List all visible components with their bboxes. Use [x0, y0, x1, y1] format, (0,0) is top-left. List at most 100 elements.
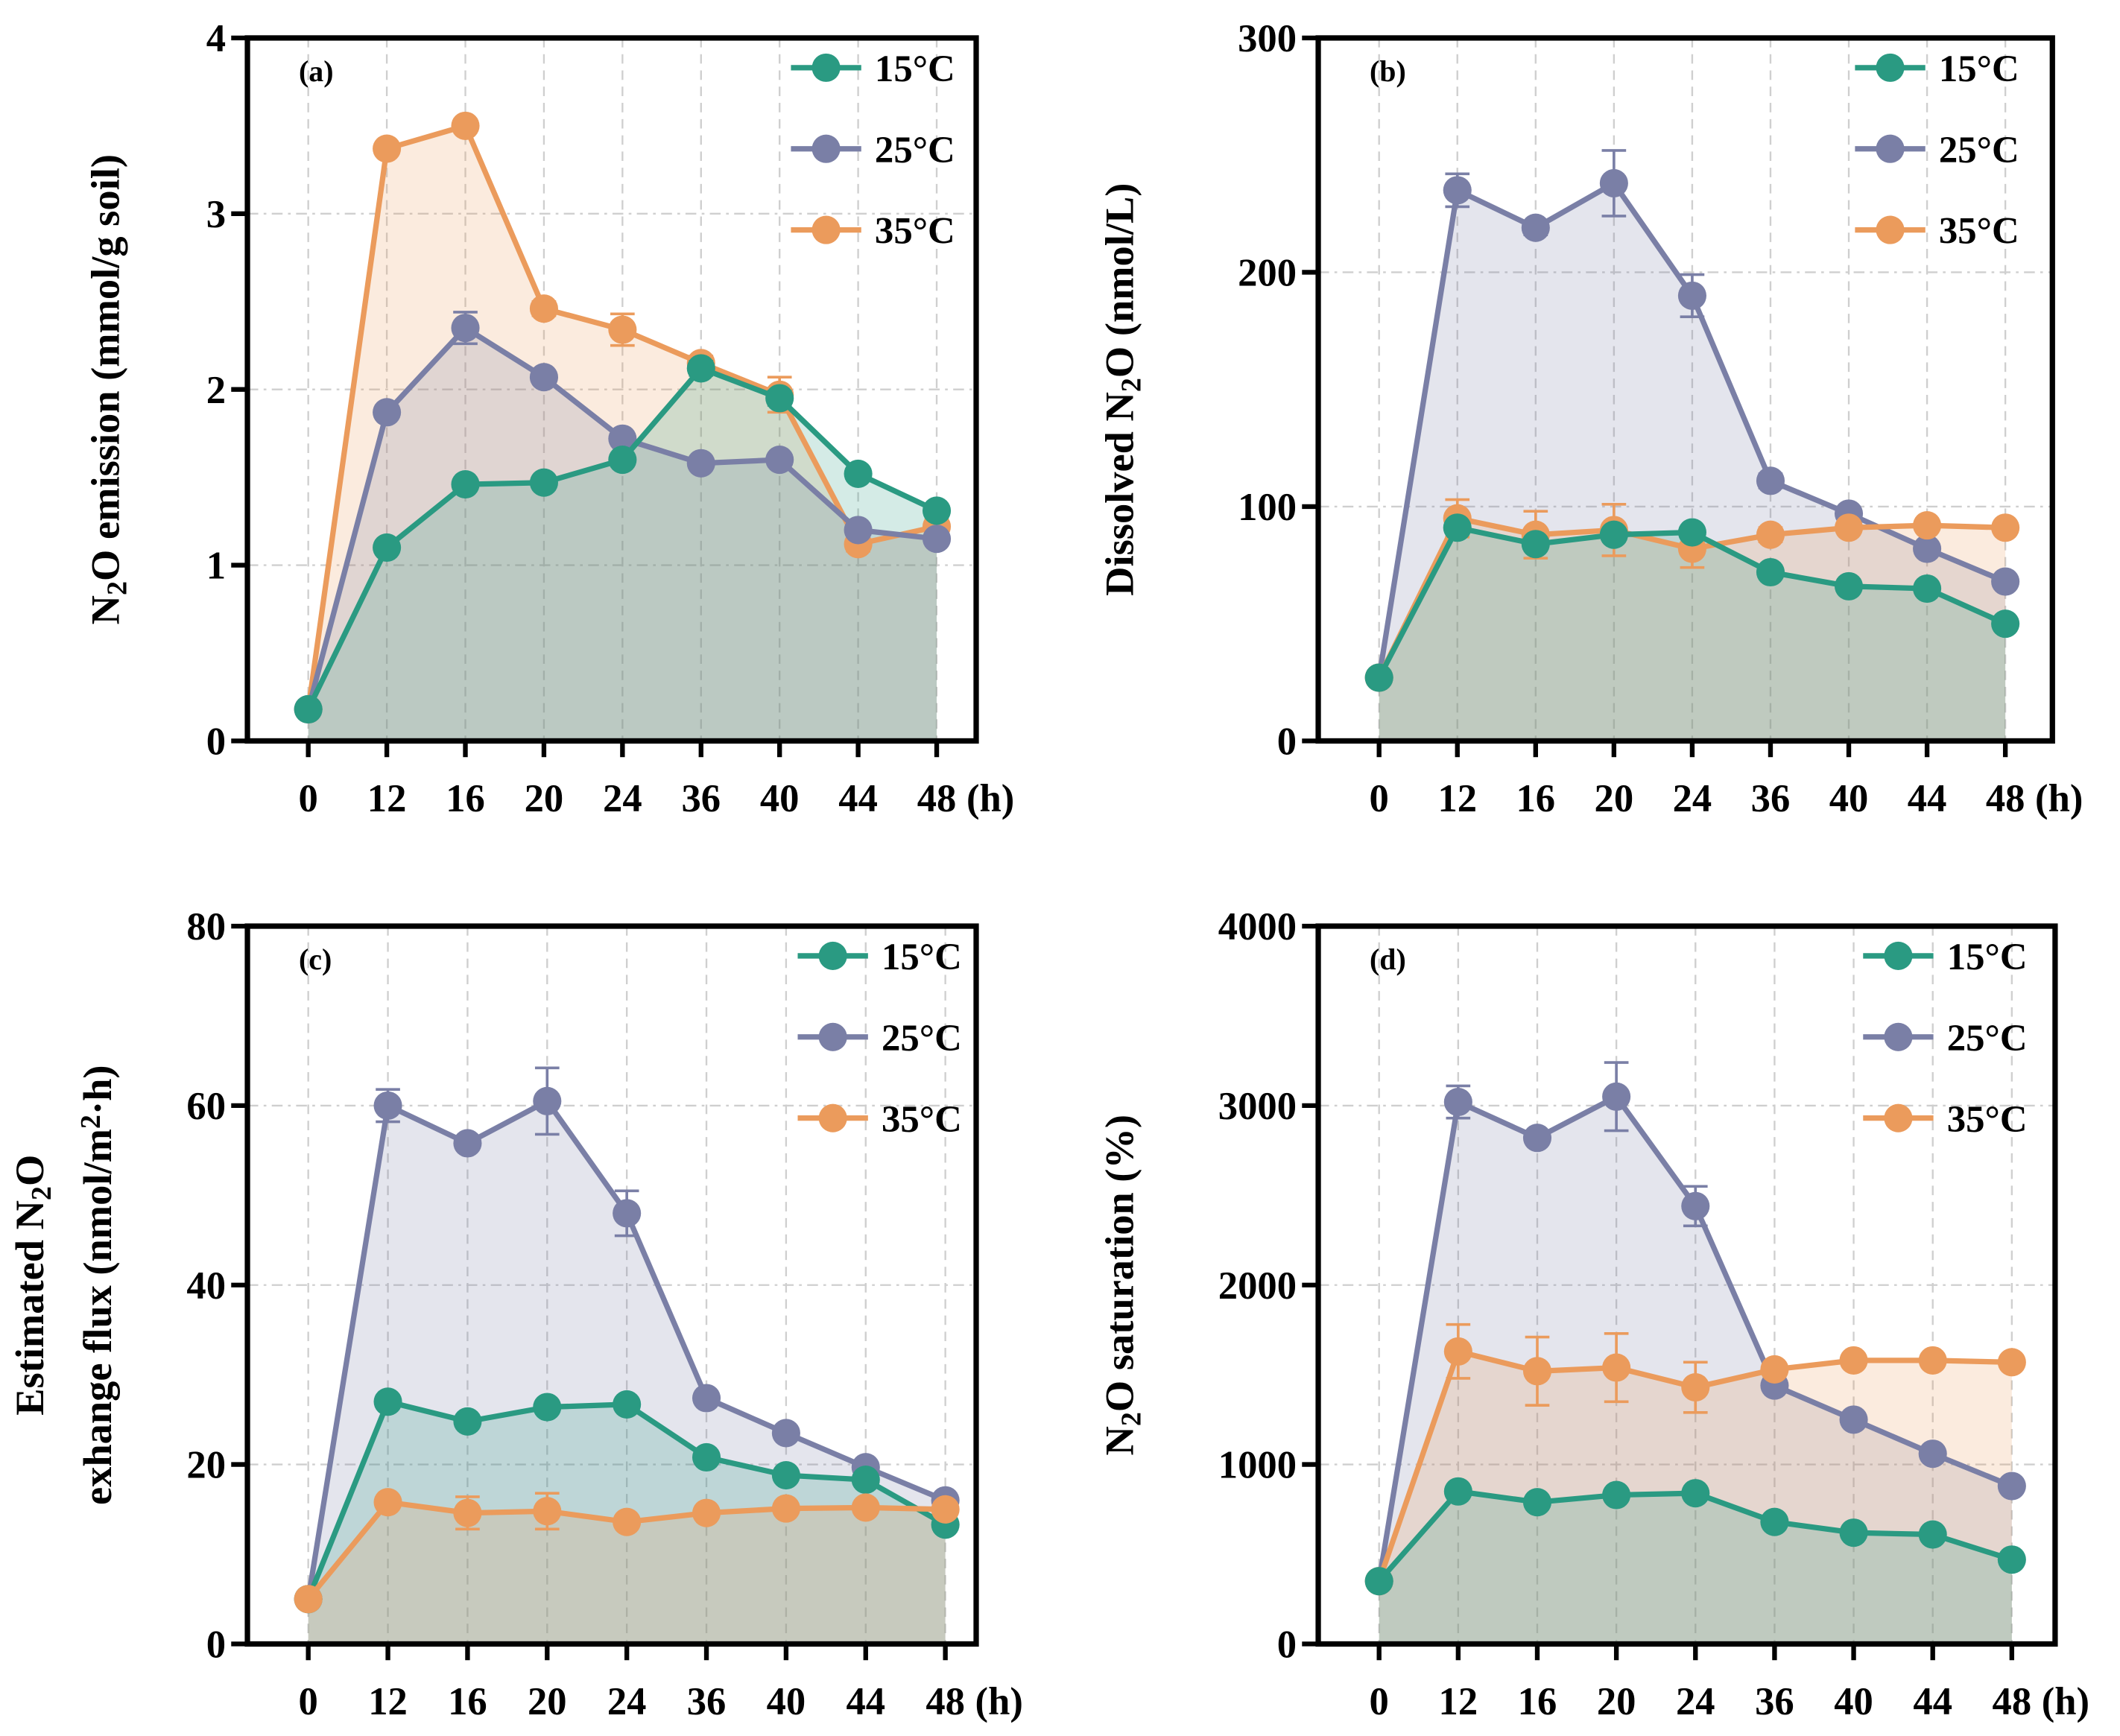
x-tick-label: 12 [1439, 1680, 1478, 1723]
x-tick-label: 44 [838, 777, 878, 820]
x-tick-label: 40 [760, 777, 800, 820]
data-point [1681, 1191, 1710, 1220]
legend-marker [811, 53, 841, 82]
label-text: exhange flux (nmol/m [75, 1129, 120, 1505]
data-point [1997, 1472, 2026, 1501]
plot-frame [1315, 35, 2055, 744]
data-point [1913, 534, 1942, 563]
subscript: 2 [1116, 378, 1147, 392]
x-tick-label: 48 [1986, 777, 2025, 820]
x-tick-label: 48 [925, 1680, 965, 1723]
y-tick-label: 200 [1238, 252, 1297, 295]
area-fill-25C [1379, 183, 2006, 741]
x-tick-label: 40 [767, 1680, 806, 1723]
data-point [529, 468, 558, 497]
x-tick-label: 24 [607, 1680, 647, 1723]
legend-marker [818, 1103, 847, 1132]
legend-label: 25°C [882, 1017, 962, 1059]
x-tick-label: 40 [1834, 1680, 1873, 1723]
legend-label: 25°C [1947, 1017, 2028, 1059]
data-point [1756, 520, 1785, 549]
legend-marker [1876, 215, 1905, 244]
y-axis-label: exhange flux (nmol/m2·h) [75, 1065, 120, 1505]
data-point [451, 470, 480, 499]
panel-label: (d) [1370, 943, 1406, 976]
data-point [373, 1488, 402, 1517]
legend-marker [818, 941, 847, 970]
data-point [1521, 530, 1550, 559]
legend-item: 35°C [791, 210, 955, 252]
y-tick-label: 3 [206, 193, 226, 236]
y-tick-label: 1 [206, 545, 226, 588]
x-tick-label: 36 [681, 777, 721, 820]
legend-label: 15°C [1947, 936, 2028, 978]
data-point [613, 1507, 642, 1536]
y-tick-label: 80 [186, 905, 226, 948]
series-25C [294, 311, 952, 724]
data-point [1991, 609, 2020, 639]
series-15C [294, 354, 952, 724]
label-text: O emission (mmol/g soil) [83, 154, 128, 581]
legend-label: 15°C [882, 936, 962, 978]
data-point [1913, 574, 1942, 604]
data-point [1443, 1088, 1472, 1117]
data-point [1677, 281, 1706, 310]
legend-item: 35°C [797, 1098, 962, 1140]
data-point [608, 445, 637, 475]
series-15C [1364, 1477, 2026, 1596]
data-point [844, 516, 873, 545]
x-tick-label: 16 [1516, 777, 1556, 820]
data-point [608, 424, 637, 453]
series-35C [1364, 1322, 2026, 1596]
data-point [373, 1091, 402, 1120]
x-tick-label: 0 [1370, 777, 1389, 820]
area-fill-35C [308, 1502, 946, 1644]
x-unit-label: (h) [975, 1680, 1023, 1723]
x-tick-label: 20 [525, 777, 564, 820]
data-point [931, 1495, 960, 1524]
x-tick-label: 0 [299, 1680, 318, 1723]
data-point [1681, 1372, 1710, 1402]
data-point [1599, 520, 1628, 549]
data-point [373, 1387, 402, 1416]
label-text: Estimated N [7, 1200, 52, 1416]
x-tick-label: 24 [1673, 777, 1712, 820]
x-tick-label: 12 [368, 1680, 408, 1723]
legend-item: 15°C [1855, 48, 2019, 89]
legend-label: 25°C [1939, 129, 2019, 171]
data-point [533, 1086, 562, 1115]
y-tick-label: 2000 [1218, 1264, 1297, 1308]
y-tick-label: 2 [206, 369, 226, 412]
data-point [1997, 1348, 2026, 1377]
data-point [851, 1493, 880, 1522]
legend-marker [1884, 1103, 1913, 1132]
legend-item: 25°C [1863, 1017, 2028, 1059]
legend-label: 35°C [882, 1098, 962, 1140]
data-point [692, 1442, 721, 1472]
legend-item: 25°C [791, 129, 955, 171]
x-tick-label: 44 [1913, 1680, 1952, 1723]
superscript: 2 [75, 1115, 107, 1129]
x-tick-label: 40 [1829, 777, 1869, 820]
data-point [453, 1407, 482, 1436]
subscript: 2 [101, 581, 133, 595]
data-point [922, 525, 952, 554]
data-point [533, 1393, 562, 1422]
y-axis-label: Estimated N2O [7, 1155, 57, 1416]
series-15C [1364, 513, 2020, 692]
data-point [373, 134, 402, 163]
data-point [1602, 1480, 1631, 1510]
x-tick-label: 24 [603, 777, 642, 820]
data-point [1443, 176, 1472, 205]
panel-label: (a) [299, 54, 334, 88]
subscript: 2 [26, 1186, 57, 1200]
y-tick-label: 0 [1277, 1623, 1297, 1667]
legend-marker [1884, 1022, 1913, 1051]
label-text: O saturation (%) [1096, 1115, 1142, 1412]
legend-item: 15°C [791, 48, 955, 89]
label-text: N [83, 595, 128, 624]
x-tick-label: 20 [528, 1680, 567, 1723]
data-point [373, 398, 402, 427]
